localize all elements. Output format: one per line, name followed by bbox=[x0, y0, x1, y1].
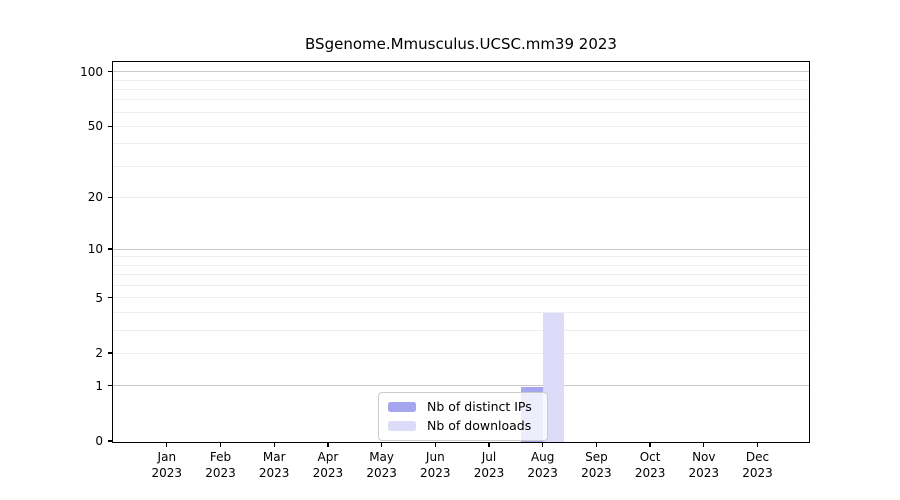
gridline-minor bbox=[113, 352, 809, 354]
gridline-minor bbox=[113, 125, 809, 127]
y-axis-tick bbox=[107, 384, 112, 387]
gridline-minor bbox=[113, 311, 809, 313]
gridline-major bbox=[113, 71, 809, 73]
y-axis-tick bbox=[107, 196, 112, 199]
bar-nb-of-downloads bbox=[542, 313, 565, 442]
month-label: Jan bbox=[157, 450, 177, 464]
gridline-minor bbox=[113, 143, 809, 145]
legend-swatch bbox=[388, 402, 416, 412]
year-label: 2023 bbox=[581, 465, 612, 480]
x-axis-tick-label: Mar 2023 bbox=[242, 450, 306, 481]
year-label: 2023 bbox=[634, 465, 666, 480]
month-label: Nov bbox=[692, 450, 716, 464]
x-axis-tick-label: Oct 2023 bbox=[618, 450, 682, 481]
y-axis-tick-label: 1 bbox=[95, 378, 103, 393]
year-label: 2023 bbox=[151, 465, 183, 480]
x-axis-tick-label: Feb 2023 bbox=[189, 450, 253, 481]
gridline-minor bbox=[113, 284, 809, 286]
x-axis-tick bbox=[327, 442, 329, 447]
x-axis-tick-label: Aug 2023 bbox=[511, 450, 575, 481]
month-label: Aug bbox=[530, 450, 555, 464]
year-label: 2023 bbox=[258, 465, 290, 480]
legend-row: Nb of distinct IPs bbox=[388, 399, 538, 415]
y-axis-tick-label: 5 bbox=[95, 290, 103, 305]
legend-label: Nb of distinct IPs bbox=[427, 399, 532, 414]
y-axis-tick bbox=[107, 248, 112, 250]
x-axis-tick-label: Jun 2023 bbox=[403, 450, 467, 481]
y-axis-tick bbox=[107, 296, 112, 299]
x-axis-tick bbox=[219, 442, 222, 447]
y-axis-tick-label: 20 bbox=[87, 190, 103, 205]
x-axis-tick bbox=[273, 442, 275, 447]
year-label: 2023 bbox=[527, 465, 558, 480]
gridline-minor bbox=[113, 264, 809, 266]
y-axis-tick bbox=[107, 352, 112, 354]
x-axis-tick bbox=[380, 442, 383, 447]
gridline-minor bbox=[113, 329, 809, 331]
gridline-minor bbox=[113, 111, 809, 113]
year-label: 2023 bbox=[688, 465, 720, 480]
gridline-minor bbox=[113, 256, 809, 258]
gridline-minor bbox=[113, 274, 809, 276]
legend-label: Nb of downloads bbox=[427, 418, 532, 433]
month-label: Sep bbox=[585, 450, 608, 464]
x-axis-tick-label: May 2023 bbox=[350, 450, 414, 481]
gridline-major bbox=[113, 385, 809, 387]
year-label: 2023 bbox=[205, 465, 236, 480]
x-axis-tick-label: Apr 2023 bbox=[296, 450, 360, 481]
y-axis-tick bbox=[107, 125, 112, 127]
plot-area: 0 1 2 5 10 20 50 100 Jan 2023 Feb 2023 Mar 2023 Apr 202… bbox=[80, 61, 810, 480]
x-axis-tick-label: Sep 2023 bbox=[564, 450, 628, 481]
x-axis-tick bbox=[756, 442, 759, 447]
gridline-minor bbox=[113, 165, 809, 167]
x-axis-tick bbox=[166, 442, 168, 447]
x-axis-tick-label: Nov 2023 bbox=[672, 450, 736, 481]
x-axis-tick bbox=[703, 442, 705, 447]
x-axis-tick bbox=[434, 442, 436, 447]
gridline-minor bbox=[113, 297, 809, 299]
month-label: Jul bbox=[481, 450, 497, 464]
month-label: May bbox=[369, 450, 394, 464]
legend-swatch bbox=[388, 421, 416, 431]
year-label: 2023 bbox=[420, 465, 451, 480]
y-axis-tick-label: 0 bbox=[95, 434, 103, 448]
x-axis-tick bbox=[488, 442, 490, 447]
chart-title: BSgenome.Mmusculus.UCSC.mm39 2023 bbox=[305, 35, 617, 53]
month-label: Feb bbox=[209, 450, 232, 464]
year-label: 2023 bbox=[312, 465, 344, 480]
month-label: Apr bbox=[317, 450, 339, 464]
gridline-minor bbox=[113, 99, 809, 101]
gridline-minor bbox=[113, 88, 809, 90]
y-axis-tick-label: 10 bbox=[87, 242, 103, 257]
x-axis-tick bbox=[595, 442, 598, 447]
year-label: 2023 bbox=[473, 465, 505, 480]
y-axis-tick bbox=[107, 440, 112, 442]
gridline-minor bbox=[113, 79, 809, 81]
gridline-minor bbox=[113, 196, 809, 198]
y-axis-tick-label: 2 bbox=[95, 346, 103, 361]
month-label: Mar bbox=[262, 450, 286, 464]
year-label: 2023 bbox=[742, 465, 773, 480]
y-axis-tick bbox=[107, 71, 112, 73]
gridline-major bbox=[113, 248, 809, 250]
x-axis-tick-label: Jul 2023 bbox=[457, 450, 521, 481]
y-axis-tick-label: 50 bbox=[87, 119, 103, 134]
x-axis-tick bbox=[649, 442, 651, 447]
legend: Nb of distinct IPs Nb of downloads bbox=[378, 392, 548, 441]
x-axis-tick-label: Dec 2023 bbox=[726, 450, 790, 481]
month-label: Oct bbox=[639, 450, 661, 464]
x-axis-tick bbox=[542, 442, 544, 447]
x-axis-tick-label: Jan 2023 bbox=[135, 450, 199, 481]
year-label: 2023 bbox=[366, 465, 397, 480]
month-label: Jun bbox=[425, 450, 445, 464]
y-axis-tick-label: 100 bbox=[80, 64, 103, 79]
month-label: Dec bbox=[745, 450, 770, 464]
legend-row: Nb of downloads bbox=[388, 418, 538, 434]
